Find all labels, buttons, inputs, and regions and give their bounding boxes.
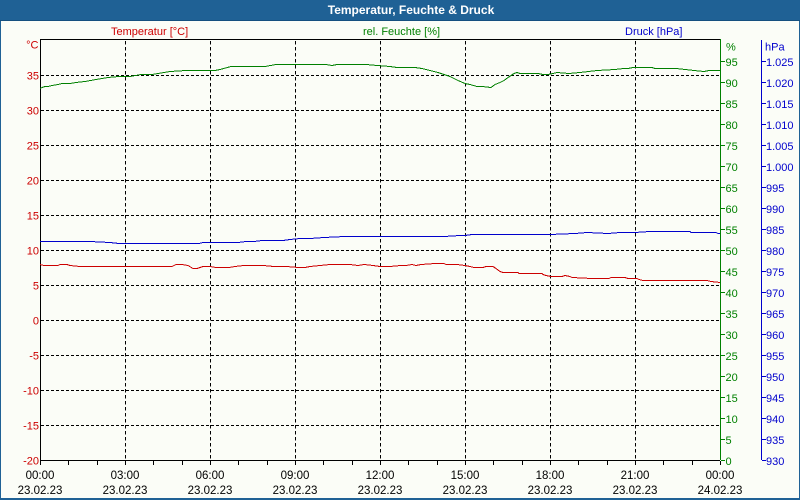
svg-text:23.02.23: 23.02.23 (613, 485, 658, 497)
svg-text:0: 0 (33, 316, 39, 328)
svg-text:23.02.23: 23.02.23 (528, 485, 573, 497)
svg-text:15:00: 15:00 (451, 470, 480, 482)
svg-text:30: 30 (726, 330, 738, 342)
svg-text:25: 25 (726, 351, 738, 363)
svg-text:20: 20 (27, 176, 39, 188)
svg-text:960: 960 (766, 330, 784, 342)
svg-text:980: 980 (766, 246, 784, 258)
svg-text:0: 0 (726, 456, 732, 468)
svg-text:18:00: 18:00 (536, 470, 565, 482)
svg-text:21:00: 21:00 (621, 470, 650, 482)
svg-text:80: 80 (726, 120, 738, 132)
svg-text:970: 970 (766, 288, 784, 300)
svg-text:1.020: 1.020 (766, 78, 794, 90)
svg-text:1.010: 1.010 (766, 120, 794, 132)
svg-text:09:00: 09:00 (281, 470, 310, 482)
svg-text:hPa: hPa (765, 42, 785, 54)
svg-text:95: 95 (726, 57, 738, 69)
svg-text:-5: -5 (29, 351, 39, 363)
svg-text:15: 15 (726, 393, 738, 405)
svg-text:15: 15 (27, 211, 39, 223)
svg-text:70: 70 (726, 162, 738, 174)
svg-text:65: 65 (726, 183, 738, 195)
svg-text:60: 60 (726, 204, 738, 216)
svg-text:930: 930 (766, 456, 784, 468)
svg-text:23.02.23: 23.02.23 (358, 485, 403, 497)
svg-text:1.025: 1.025 (766, 57, 794, 69)
svg-text:975: 975 (766, 267, 784, 279)
svg-text:30: 30 (27, 106, 39, 118)
svg-text:990: 990 (766, 204, 784, 216)
svg-text:23.02.23: 23.02.23 (443, 485, 488, 497)
svg-text:1.015: 1.015 (766, 99, 794, 111)
svg-text:35: 35 (726, 309, 738, 321)
svg-text:06:00: 06:00 (196, 470, 225, 482)
svg-text:75: 75 (726, 141, 738, 153)
svg-text:985: 985 (766, 225, 784, 237)
svg-text:03:00: 03:00 (111, 470, 140, 482)
svg-text:935: 935 (766, 435, 784, 447)
svg-text:10: 10 (27, 246, 39, 258)
svg-text:5: 5 (726, 435, 732, 447)
svg-text:85: 85 (726, 99, 738, 111)
svg-text:-10: -10 (23, 386, 39, 398)
svg-text:1.005: 1.005 (766, 141, 794, 153)
svg-text:45: 45 (726, 267, 738, 279)
svg-text:-20: -20 (23, 456, 39, 468)
svg-text:965: 965 (766, 309, 784, 321)
svg-text:55: 55 (726, 225, 738, 237)
svg-text:23.02.23: 23.02.23 (103, 485, 148, 497)
svg-text:-15: -15 (23, 421, 39, 433)
svg-text:%: % (726, 42, 736, 54)
svg-text:50: 50 (726, 246, 738, 258)
svg-text:12:00: 12:00 (366, 470, 395, 482)
svg-text:5: 5 (33, 281, 39, 293)
svg-text:23.02.23: 23.02.23 (188, 485, 233, 497)
svg-text:°C: °C (26, 40, 38, 52)
svg-text:00:00: 00:00 (26, 470, 55, 482)
svg-text:00:00: 00:00 (706, 470, 735, 482)
svg-text:25: 25 (27, 141, 39, 153)
svg-text:90: 90 (726, 78, 738, 90)
svg-text:10: 10 (726, 414, 738, 426)
svg-text:40: 40 (726, 288, 738, 300)
svg-text:1.000: 1.000 (766, 162, 794, 174)
svg-text:23.02.23: 23.02.23 (18, 485, 63, 497)
svg-text:23.02.23: 23.02.23 (273, 485, 318, 497)
svg-text:995: 995 (766, 183, 784, 195)
svg-text:35: 35 (27, 71, 39, 83)
svg-text:945: 945 (766, 393, 784, 405)
svg-text:20: 20 (726, 372, 738, 384)
svg-text:950: 950 (766, 372, 784, 384)
svg-text:955: 955 (766, 351, 784, 363)
svg-text:940: 940 (766, 414, 784, 426)
svg-text:24.02.23: 24.02.23 (698, 485, 743, 497)
